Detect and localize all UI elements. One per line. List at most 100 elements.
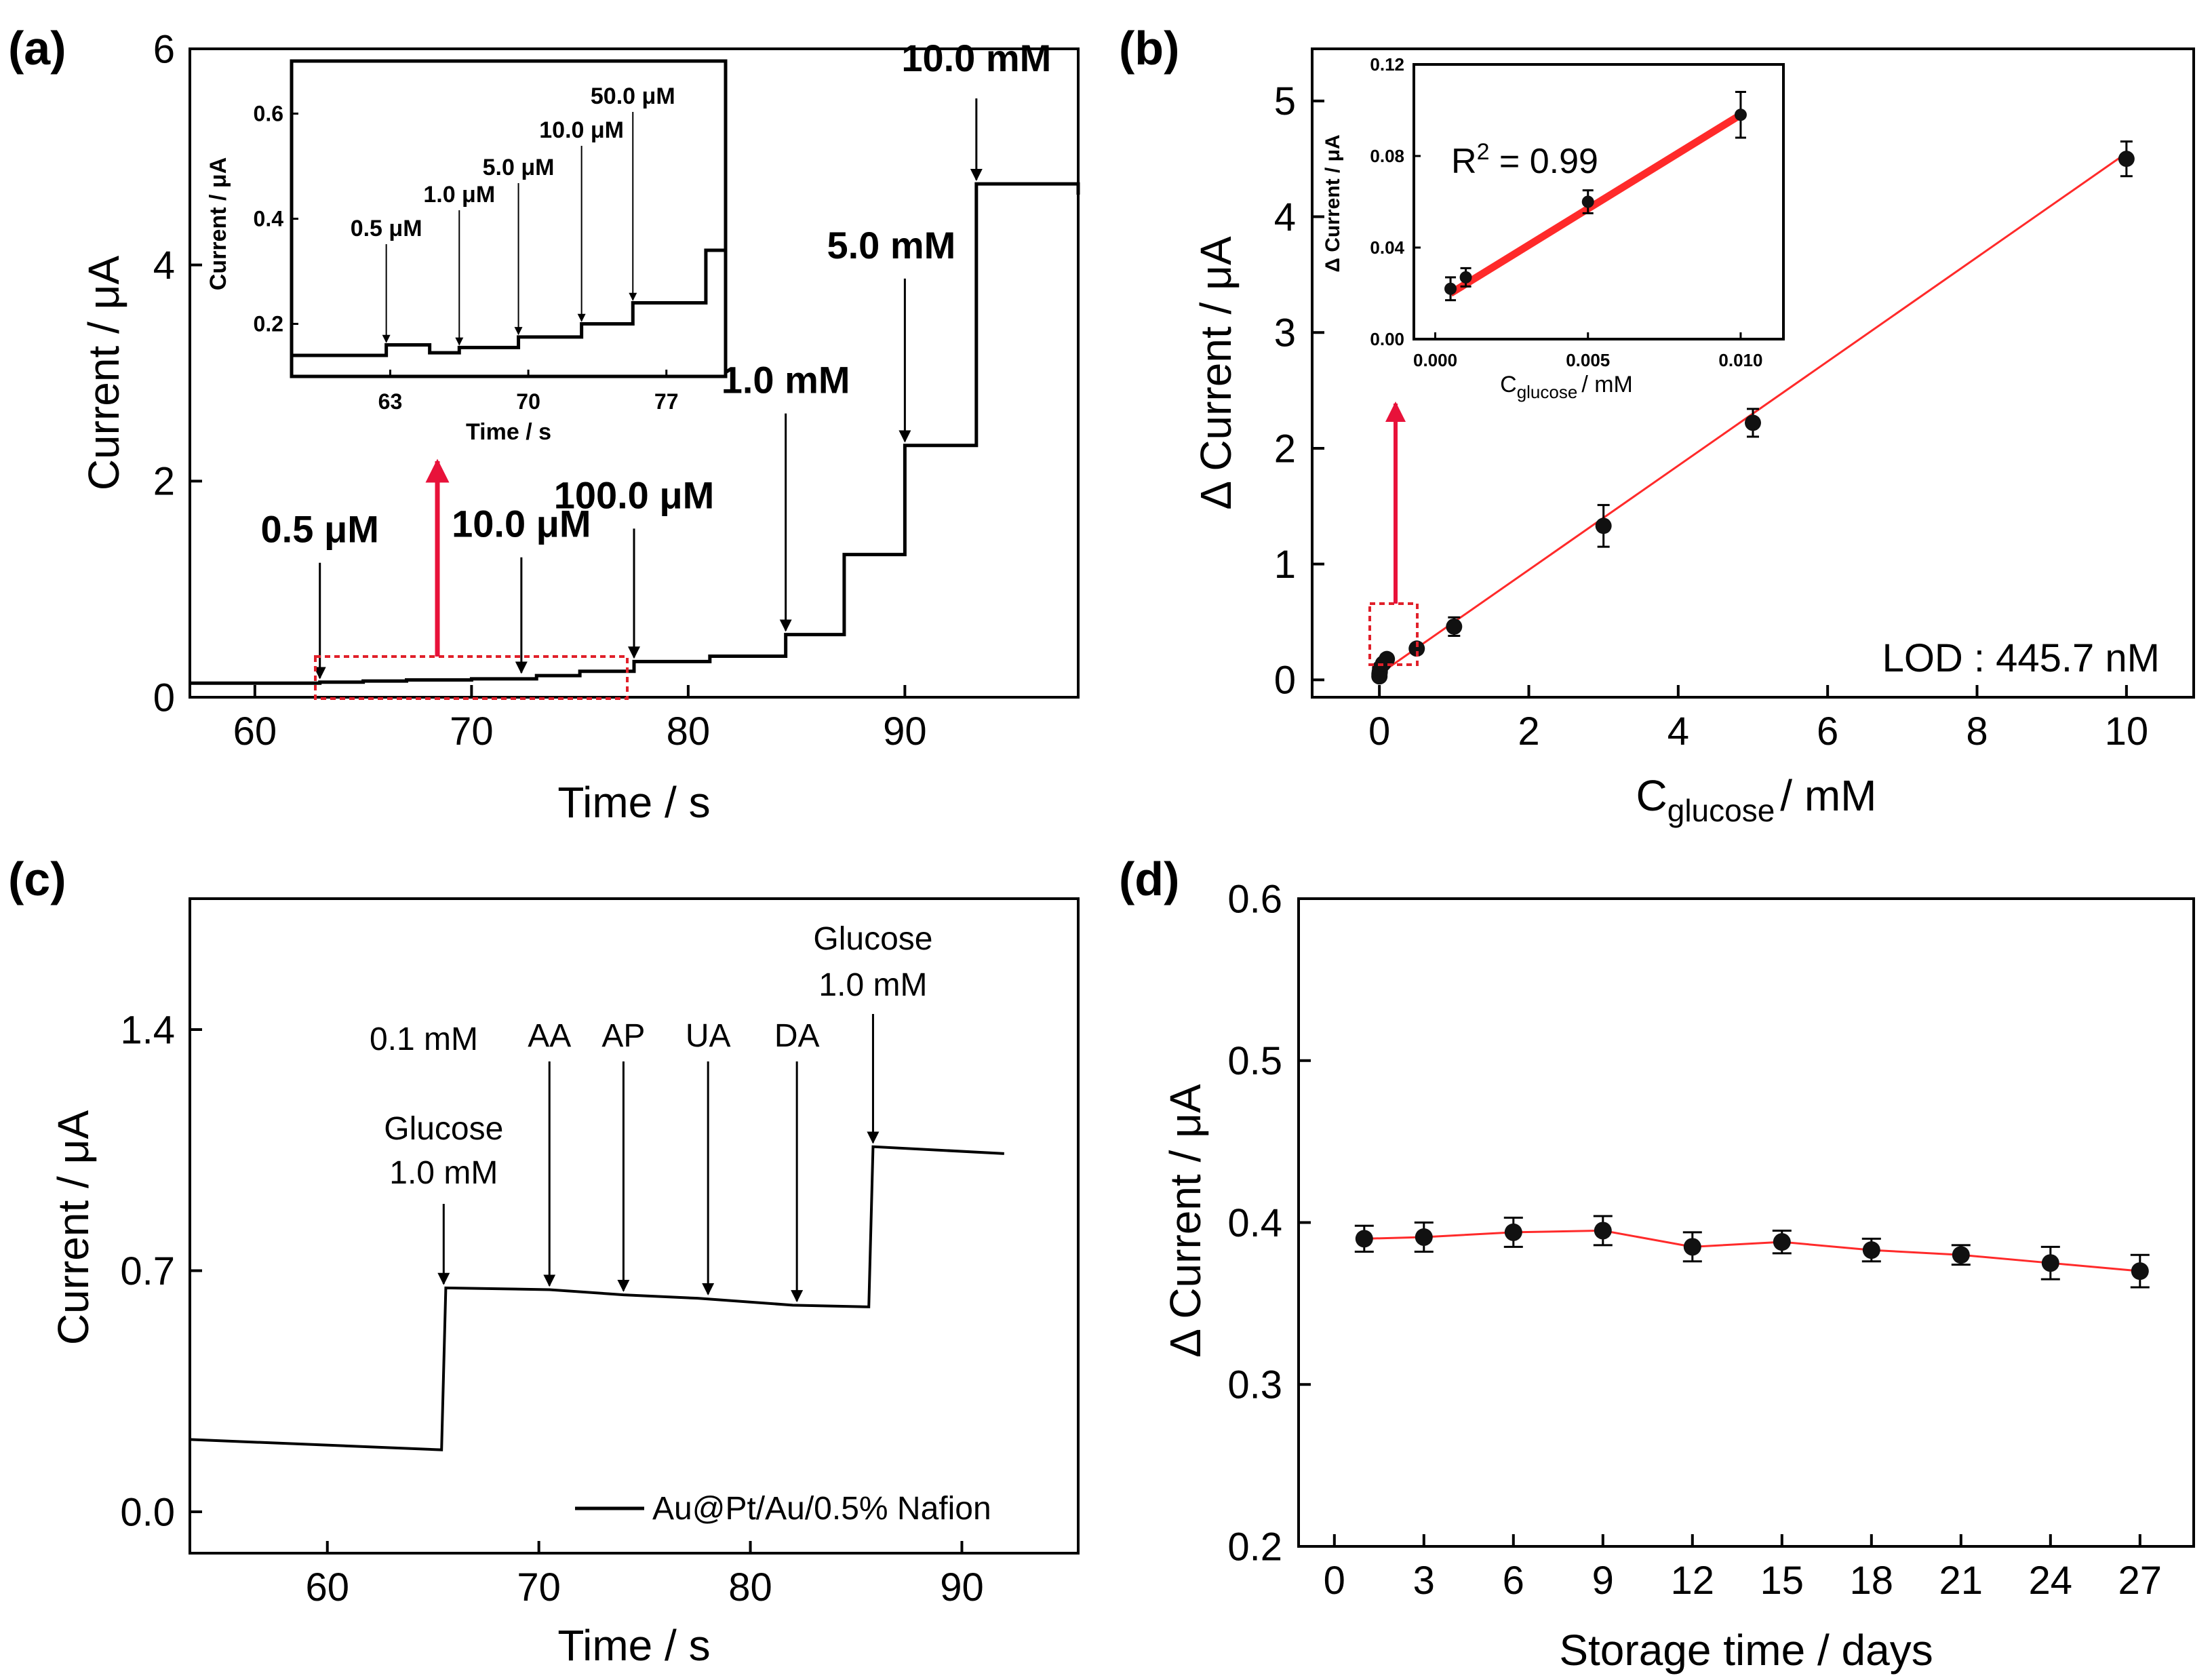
x-tick-label: 77 — [654, 389, 679, 414]
y-tick-label: 0.3 — [1227, 1363, 1282, 1407]
inset-concentration-label: 50.0 μM — [591, 83, 675, 109]
data-marker — [1745, 414, 1761, 431]
panel-d-y-ticks: 0.2 0.3 0.4 0.5 0.6 — [1227, 877, 1311, 1569]
panel-a-x-ticks: 60 70 80 90 — [233, 685, 927, 754]
x-tick-label: 3 — [1413, 1559, 1435, 1603]
x-tick-label: 9 — [1592, 1559, 1614, 1603]
y-tick-label: 0.2 — [1227, 1525, 1282, 1569]
x-tick-label: 80 — [728, 1565, 772, 1609]
x-tick-label: 15 — [1760, 1559, 1804, 1603]
x-tick-label: 70 — [516, 389, 540, 414]
x-tick-label: 2 — [1518, 709, 1539, 754]
panel-b-y-ticks: 0 1 2 3 4 5 — [1274, 79, 1324, 703]
data-marker — [1734, 109, 1747, 121]
y-tick-label: 0.6 — [254, 102, 283, 126]
panel-b-y-axis-label: Δ Current / μA — [1191, 236, 1240, 510]
x-tick-label: 6 — [1503, 1559, 1524, 1603]
y-tick-label: 3 — [1274, 311, 1296, 355]
y-tick-label: 5 — [1274, 79, 1296, 123]
panel-d-x-axis-label: Storage time / days — [1559, 1626, 1933, 1675]
panel-c-y-ticks: 0.0 0.7 1.4 — [120, 1008, 202, 1534]
x-tick-label: 0 — [1324, 1559, 1345, 1603]
panel-a-zoom-box — [314, 655, 629, 700]
panel-c-x-ticks: 60 70 80 90 — [305, 1541, 984, 1609]
panel-b: 0 2 4 6 8 10 0 1 2 3 4 5 Cglucose / mM Δ Current / … — [1191, 47, 2195, 828]
x-tick-label: 70 — [517, 1565, 561, 1609]
panel-a-inset-x-axis-label: Time / s — [466, 419, 551, 445]
concentration-label: 5.0 mM — [827, 224, 955, 267]
panel-label-a: (a) — [8, 22, 66, 75]
analyte-label: UA — [686, 1018, 731, 1054]
panel-a-x-axis-label: Time / s — [557, 778, 710, 827]
data-marker — [1459, 271, 1472, 284]
x-tick-label: 27 — [2118, 1559, 2162, 1603]
panel-label-c: (c) — [8, 853, 66, 905]
y-tick-label: 0.0 — [120, 1490, 175, 1534]
y-tick-label: 0 — [1274, 659, 1296, 703]
data-marker — [1862, 1241, 1880, 1259]
data-point — [1745, 408, 1761, 438]
panel-b-inset: 0.000 0.005 0.010 0.00 0.04 0.08 0.12 Cglucos… — [1322, 54, 1785, 402]
data-marker — [2131, 1262, 2149, 1281]
panel-d-y-axis-label: Δ Current / μA — [1161, 1084, 1210, 1358]
x-tick-label: 0.000 — [1413, 350, 1457, 370]
concentration-label: 1.0 mM — [722, 359, 850, 402]
data-point — [1459, 267, 1472, 288]
x-tick-label: 0 — [1368, 709, 1390, 754]
x-tick-label: 21 — [1939, 1559, 1983, 1603]
panel-d: 0 3 6 9 12 15 18 21 24 27 0.2 0.3 0.4 0.5 0.6 Storage… — [1161, 877, 2195, 1675]
y-tick-label: 2 — [153, 460, 175, 504]
data-point — [1772, 1229, 1792, 1255]
data-marker — [1355, 1230, 1373, 1248]
x-tick-label: 70 — [450, 709, 494, 754]
data-point — [2130, 1253, 2150, 1289]
panel-a: 60 70 80 90 0 2 4 6 Time / s Current / μA 0.5 … — [79, 27, 1080, 827]
panel-d-connecting-line — [1364, 1229, 2140, 1272]
y-tick-label: 0 — [153, 676, 175, 720]
panel-label-b: (b) — [1119, 22, 1179, 75]
panel-b-inset-y-axis-label: Δ Current / μA — [1322, 134, 1344, 272]
data-point — [2118, 140, 2135, 178]
inset-concentration-label: 1.0 μM — [423, 182, 495, 208]
y-tick-label: 0.4 — [1227, 1201, 1282, 1245]
data-point — [1734, 91, 1747, 139]
x-tick-label: 12 — [1671, 1559, 1715, 1603]
panel-c-current-trace — [189, 1145, 1004, 1451]
x-tick-label: 8 — [1966, 709, 1988, 754]
panel-label-d: (d) — [1119, 853, 1179, 905]
y-tick-label: 6 — [153, 27, 175, 71]
x-tick-label: 6 — [1817, 709, 1838, 754]
x-tick-label: 0.005 — [1566, 350, 1610, 370]
data-point — [1951, 1244, 1971, 1266]
data-point — [1446, 616, 1463, 638]
panel-a-inset-annotations: 0.5 μM1.0 μM5.0 μM 10.0 μM 50.0 μM — [351, 83, 675, 346]
panel-a-inset-y-ticks: 0.2 0.4 0.6 — [254, 102, 298, 336]
y-tick-label: 0.04 — [1370, 237, 1404, 258]
data-point — [2040, 1245, 2060, 1281]
panel-d-x-ticks: 0 3 6 9 12 15 18 21 24 27 — [1324, 1534, 2162, 1603]
inset-concentration-label: 5.0 μM — [483, 155, 555, 180]
panel-c-x-axis-label: Time / s — [557, 1621, 710, 1670]
data-point — [1444, 276, 1457, 302]
data-marker — [1595, 517, 1612, 534]
panel-b-inset-x-ticks: 0.000 0.005 0.010 — [1413, 332, 1762, 370]
panel-b-inset-linear-fit — [1448, 111, 1743, 297]
panel-b-frame — [1311, 47, 2195, 699]
x-tick-label: 4 — [1667, 709, 1689, 754]
analyte-label: Glucose — [813, 921, 932, 957]
x-tick-label: 24 — [2029, 1559, 2073, 1603]
panel-c-legend: Au@Pt/Au/0.5% Nafion — [575, 1491, 991, 1527]
y-tick-label: 1 — [1274, 543, 1296, 587]
data-point — [1593, 1215, 1613, 1247]
panel-c-legend-label: Au@Pt/Au/0.5% Nafion — [652, 1491, 991, 1527]
x-tick-label: 90 — [940, 1565, 984, 1609]
panel-b-inset-y-ticks: 0.00 0.04 0.08 0.12 — [1370, 54, 1421, 349]
analyte-label: 1.0 mM — [818, 967, 927, 1003]
panel-a-y-ticks: 0 2 4 6 — [153, 27, 202, 720]
analyte-label: 0.1 mM — [370, 1021, 478, 1057]
panel-b-x-axis-label: Cglucose / mM — [1636, 771, 1877, 828]
data-point — [1354, 1224, 1374, 1253]
y-tick-label: 0.12 — [1370, 54, 1404, 75]
